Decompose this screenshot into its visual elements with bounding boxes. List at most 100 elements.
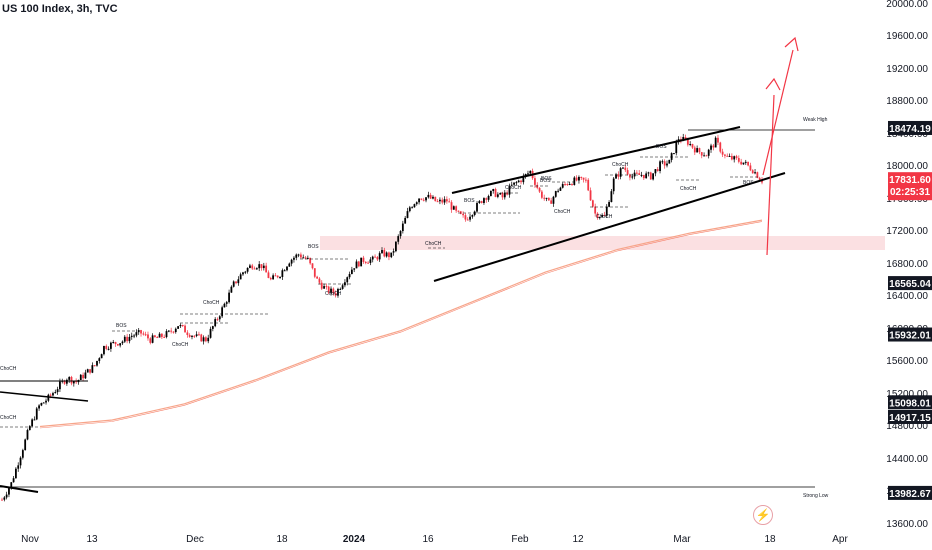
trend-line (451, 126, 741, 194)
candle (490, 190, 492, 197)
candle (703, 152, 705, 157)
price-label: 18474.19 (888, 120, 932, 135)
candle-body (591, 200, 594, 207)
candle (564, 181, 566, 186)
candle (395, 241, 397, 253)
candle-body (476, 202, 478, 212)
lightning-icon[interactable]: ⚡ (753, 505, 773, 525)
candle-body (513, 182, 515, 185)
candle-body (293, 257, 295, 260)
candle-body (128, 336, 131, 342)
candle (624, 164, 627, 173)
candle (401, 220, 404, 234)
annotation-label: ChoCH (203, 300, 220, 306)
current-price-bg (888, 172, 932, 201)
candle (496, 192, 499, 199)
candle (297, 253, 300, 258)
candle-body (418, 198, 420, 203)
candle (441, 197, 444, 205)
candle-body (360, 257, 363, 267)
candle-body (330, 288, 332, 293)
candle-body (228, 292, 230, 303)
candle (188, 333, 191, 338)
y-tick-label: 16400.00 (886, 291, 928, 302)
candle (269, 276, 272, 281)
candle-body (550, 200, 553, 204)
candle-body (617, 174, 620, 177)
candle (237, 276, 240, 286)
candle (320, 280, 323, 291)
candle-body (705, 155, 708, 157)
candle-body (19, 457, 22, 466)
candle (485, 197, 488, 203)
candle (448, 198, 451, 203)
countdown-text: 02:25:31 (890, 187, 930, 198)
candle (258, 261, 261, 272)
candle-body (316, 276, 319, 279)
candle (383, 247, 386, 258)
candle-body (761, 179, 763, 183)
candle-body (635, 172, 638, 174)
candle (24, 438, 27, 451)
price-label-text: 15932.01 (889, 331, 931, 342)
candle-body (68, 377, 71, 380)
price-label-text: 18474.19 (889, 124, 931, 135)
candle-body (596, 213, 599, 219)
x-axis[interactable]: Nov 13 Dec 18 2024 16 Feb 12 Mar 18 Apr (21, 534, 848, 545)
candle-body (445, 199, 448, 202)
candle (469, 214, 471, 222)
x-tick-label: Dec (186, 534, 204, 545)
candle (193, 335, 196, 339)
candle (640, 171, 643, 178)
y-axis[interactable]: 20000.0019600.0019200.0018800.0018400.00… (886, 0, 928, 530)
candle-body (158, 333, 161, 338)
candle (566, 183, 569, 186)
annotation-label: ChoCH (0, 366, 17, 372)
candle-body (86, 369, 89, 373)
candle-body (406, 211, 409, 218)
candle-body (758, 177, 761, 180)
candle-body (89, 369, 91, 373)
candle-body (443, 199, 446, 203)
price-label: 16565.04 (888, 276, 932, 291)
candle (286, 266, 288, 272)
candle (144, 331, 147, 337)
candle (112, 339, 115, 344)
candle (214, 317, 217, 328)
candle-body (265, 265, 268, 273)
candle-body (605, 206, 608, 216)
price-label-text: 14917.15 (889, 413, 931, 424)
candle (659, 160, 661, 174)
candle (610, 188, 613, 203)
candle-body (130, 335, 133, 337)
candle-body (395, 241, 397, 252)
candle-body (381, 250, 383, 254)
candle-body (564, 184, 566, 186)
candle (418, 198, 420, 205)
candle (202, 335, 205, 345)
candle (728, 153, 731, 157)
candle-body (573, 177, 576, 185)
candle (411, 206, 414, 209)
candle (668, 159, 671, 164)
candle-body (216, 319, 219, 321)
candle (478, 199, 481, 204)
candle (480, 200, 483, 204)
candle (751, 169, 754, 174)
candle-body (686, 139, 689, 145)
candle (302, 254, 305, 259)
candle-body (267, 272, 270, 278)
candle (487, 194, 490, 202)
annotation-label: Strong Low (803, 493, 829, 499)
candle (179, 323, 182, 328)
candle (147, 331, 149, 341)
candle-body (179, 324, 182, 327)
candle (35, 406, 38, 421)
annotation-label: ChoCH (425, 241, 442, 247)
candle-body (56, 389, 59, 393)
candle-body (647, 172, 650, 174)
candle-body (536, 184, 539, 188)
candle-body (21, 450, 24, 458)
candle (462, 211, 464, 218)
